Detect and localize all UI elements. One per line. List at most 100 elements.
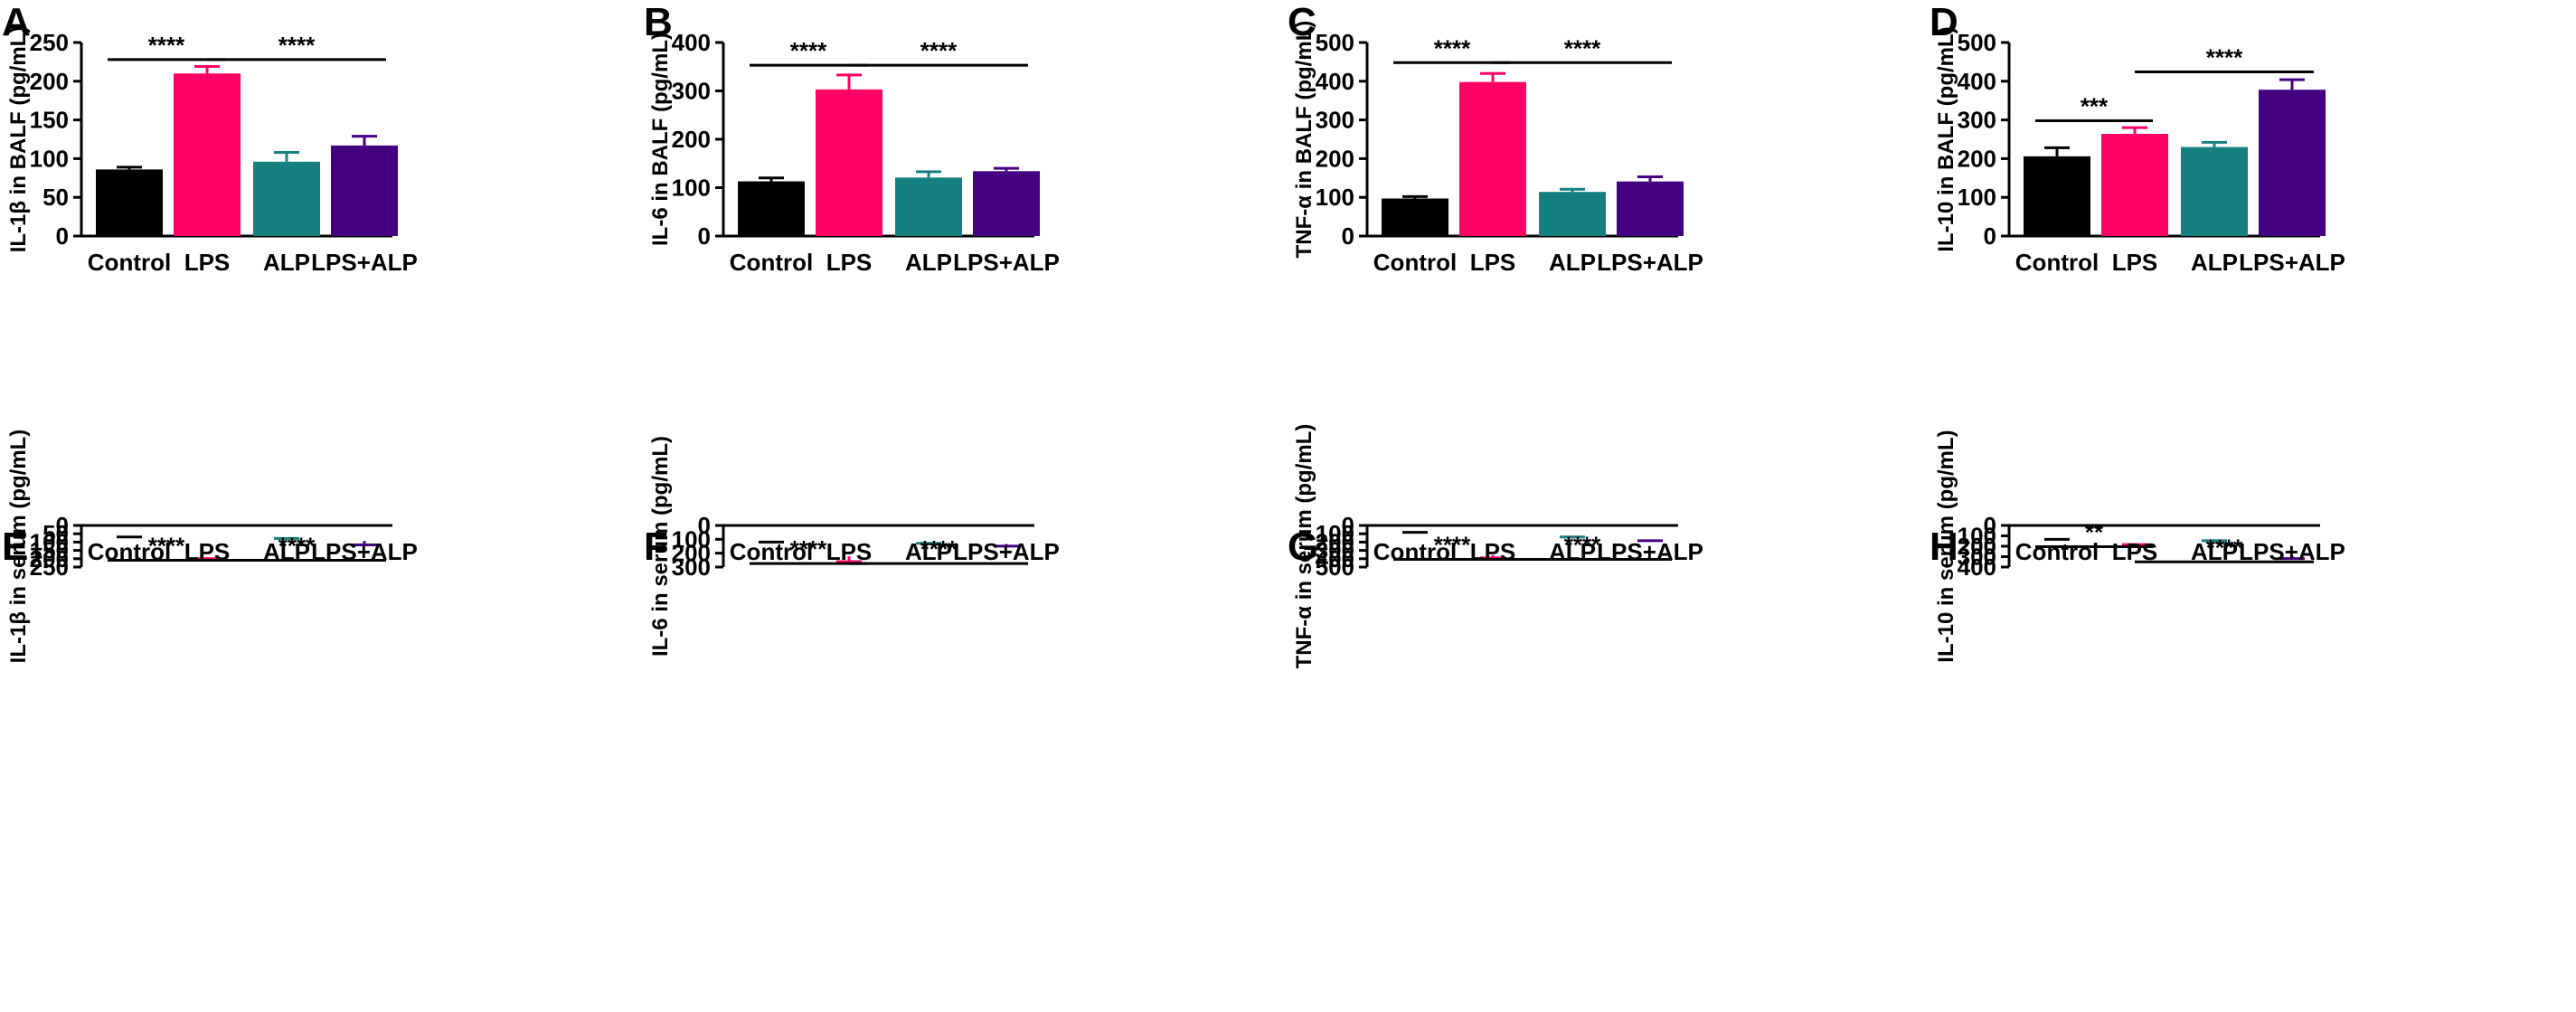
y-tick-label: 400 (672, 29, 711, 56)
bar-lps (2101, 134, 2168, 236)
bar-lps (174, 73, 241, 237)
y-tick-label: 0 (56, 512, 69, 539)
y-tick-label: 300 (672, 78, 711, 105)
y-tick-label: 400 (1316, 545, 1354, 572)
y-tick-label: 200 (1958, 533, 1996, 560)
y-tick-label: 150 (30, 107, 69, 134)
y-axis-label: IL-10 in BALF (pg/mL) (1934, 26, 1958, 251)
y-tick-label: 0 (1984, 512, 1996, 539)
y-tick-label: 0 (698, 512, 711, 539)
x-category-label: LPS+ALP (953, 538, 1060, 565)
bar-lps-alp (973, 171, 1040, 236)
y-tick-label: 200 (1316, 145, 1354, 172)
x-category-label: ALP (263, 249, 310, 276)
y-tick-label: 100 (672, 175, 711, 202)
x-category-label: Control (2015, 538, 2099, 565)
bar-control (1382, 198, 1448, 236)
y-tick-label: 100 (30, 145, 69, 172)
bar-lps (816, 89, 882, 237)
y-axis-label: IL-6 in serum (pg/mL) (648, 436, 673, 657)
x-category-label: LPS (184, 249, 231, 276)
y-axis-label: IL-6 in BALF (pg/mL) (648, 33, 673, 246)
x-category-label: Control (1373, 538, 1457, 565)
x-category-label: ALP (1549, 538, 1596, 565)
y-tick-label: 50 (42, 184, 69, 211)
y-tick-label: 100 (30, 528, 69, 555)
y-tick-label: 200 (1958, 145, 1996, 172)
y-tick-label: 300 (1316, 107, 1354, 134)
y-tick-label: 500 (1958, 29, 1996, 56)
bar-alp (895, 177, 962, 236)
x-category-label: Control (2015, 249, 2099, 276)
y-tick-label: 100 (1316, 520, 1354, 547)
x-category-label: LPS+ALP (1597, 538, 1703, 565)
significance-label: **** (278, 532, 316, 559)
significance-label: ** (2085, 518, 2104, 545)
y-tick-label: 0 (698, 222, 711, 250)
significance-label: *** (2081, 92, 2109, 119)
panel-e: EIL-1β in serum (pg/mL) 050100150200250Co… (2, 430, 418, 664)
y-tick-label: 500 (1316, 553, 1354, 581)
bar-alp (253, 161, 320, 236)
x-category-label: ALP (1549, 249, 1596, 276)
x-category-label: LPS+ALP (311, 249, 418, 276)
x-category-label: LPS+ALP (2239, 249, 2345, 276)
significance-label: **** (1434, 34, 1471, 61)
significance-label: **** (1564, 531, 1601, 558)
x-category-label: LPS (1470, 249, 1516, 276)
y-tick-label: 400 (1958, 68, 1996, 95)
significance-label: **** (920, 535, 958, 563)
x-category-label: LPS (1470, 538, 1516, 565)
y-tick-label: 100 (1958, 184, 1996, 211)
significance-label: **** (1564, 34, 1601, 61)
bar-lps-alp (2259, 90, 2326, 236)
significance-label: **** (790, 37, 827, 64)
x-category-label: LPS (826, 249, 873, 276)
x-category-label: ALP (2191, 249, 2238, 276)
y-tick-label: 400 (1958, 553, 1996, 581)
panel-b: BIL-6 in BALF (pg/mL) 0 100 200 300 400 Contro… (644, 0, 1060, 276)
y-tick-label: 300 (1958, 107, 1996, 134)
x-category-label: Control (88, 249, 171, 276)
panel-letter: B (644, 0, 673, 44)
y-tick-label: 200 (672, 540, 711, 567)
y-axis-label: TNF-α in serum (pg/mL) (1292, 424, 1316, 669)
bar-control (738, 181, 805, 236)
panel-a: AIL-1β in BALF (pg/mL) 0 50 100 150 200 250 Con… (2, 0, 418, 276)
significance-label: **** (920, 37, 958, 64)
bar-lps (1459, 81, 1526, 236)
x-category-label: LPS (2112, 249, 2158, 276)
significance-label: **** (148, 532, 185, 559)
bar-control (2024, 156, 2090, 236)
x-category-label: Control (730, 249, 813, 276)
y-tick-label: 100 (1316, 184, 1354, 211)
x-category-label: Control (730, 538, 813, 565)
x-category-label: LPS+ALP (1597, 249, 1703, 276)
panel-letter: H (1930, 525, 1958, 569)
bar-alp (1539, 192, 1606, 236)
significance-label: **** (148, 32, 185, 59)
x-category-label: LPS (826, 538, 873, 565)
y-axis-label: IL-1β in serum (pg/mL) (6, 430, 31, 664)
y-tick-label: 300 (1958, 544, 1996, 571)
y-tick-label: 200 (30, 68, 69, 95)
y-tick-label: 300 (1316, 537, 1354, 564)
significance-label: **** (2206, 534, 2243, 561)
y-tick-label: 300 (672, 553, 711, 581)
x-category-label: LPS+ALP (953, 249, 1060, 276)
bar-lps-alp (1617, 181, 1684, 236)
y-tick-label: 0 (1342, 222, 1354, 250)
x-category-label: Control (1373, 249, 1457, 276)
y-tick-label: 0 (1342, 512, 1354, 539)
y-tick-label: 200 (30, 545, 69, 572)
y-tick-label: 400 (1316, 68, 1354, 95)
panel-letter: E (2, 525, 28, 569)
panel-letter: A (2, 0, 31, 44)
x-category-label: ALP (905, 538, 952, 565)
panel-letter: G (1288, 525, 1318, 569)
y-tick-label: 0 (1984, 222, 1996, 250)
